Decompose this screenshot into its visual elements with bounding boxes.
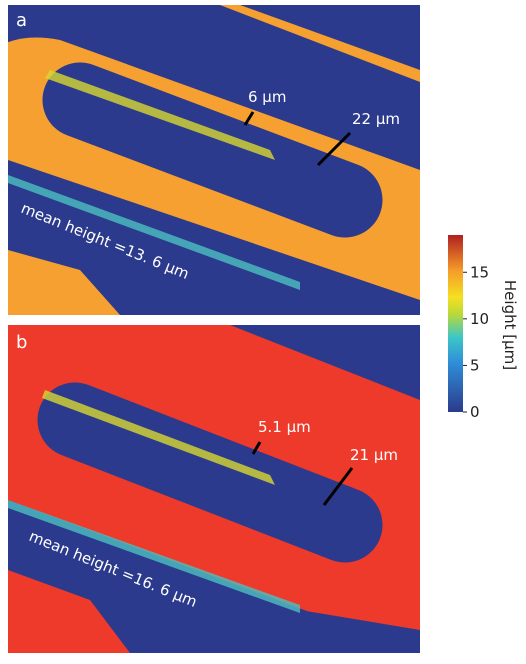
annotation: 22 µm [352, 110, 400, 128]
colorbar-tick-label: 0 [470, 403, 480, 421]
colorbar [448, 235, 463, 412]
panel-label: a [16, 10, 27, 31]
colorbar-tick-label: 15 [470, 263, 489, 281]
annotation: 5.1 µm [258, 418, 311, 436]
panel-a-image [8, 5, 420, 315]
panel-label: b [16, 332, 27, 353]
annotation: 21 µm [350, 446, 398, 464]
colorbar-tick-label: 5 [470, 356, 480, 374]
colorbar-label: Height [µm] [501, 280, 519, 370]
panel-b-image [8, 325, 420, 653]
colorbar-tick-label: 10 [470, 310, 489, 328]
annotation: 6 µm [248, 88, 286, 106]
